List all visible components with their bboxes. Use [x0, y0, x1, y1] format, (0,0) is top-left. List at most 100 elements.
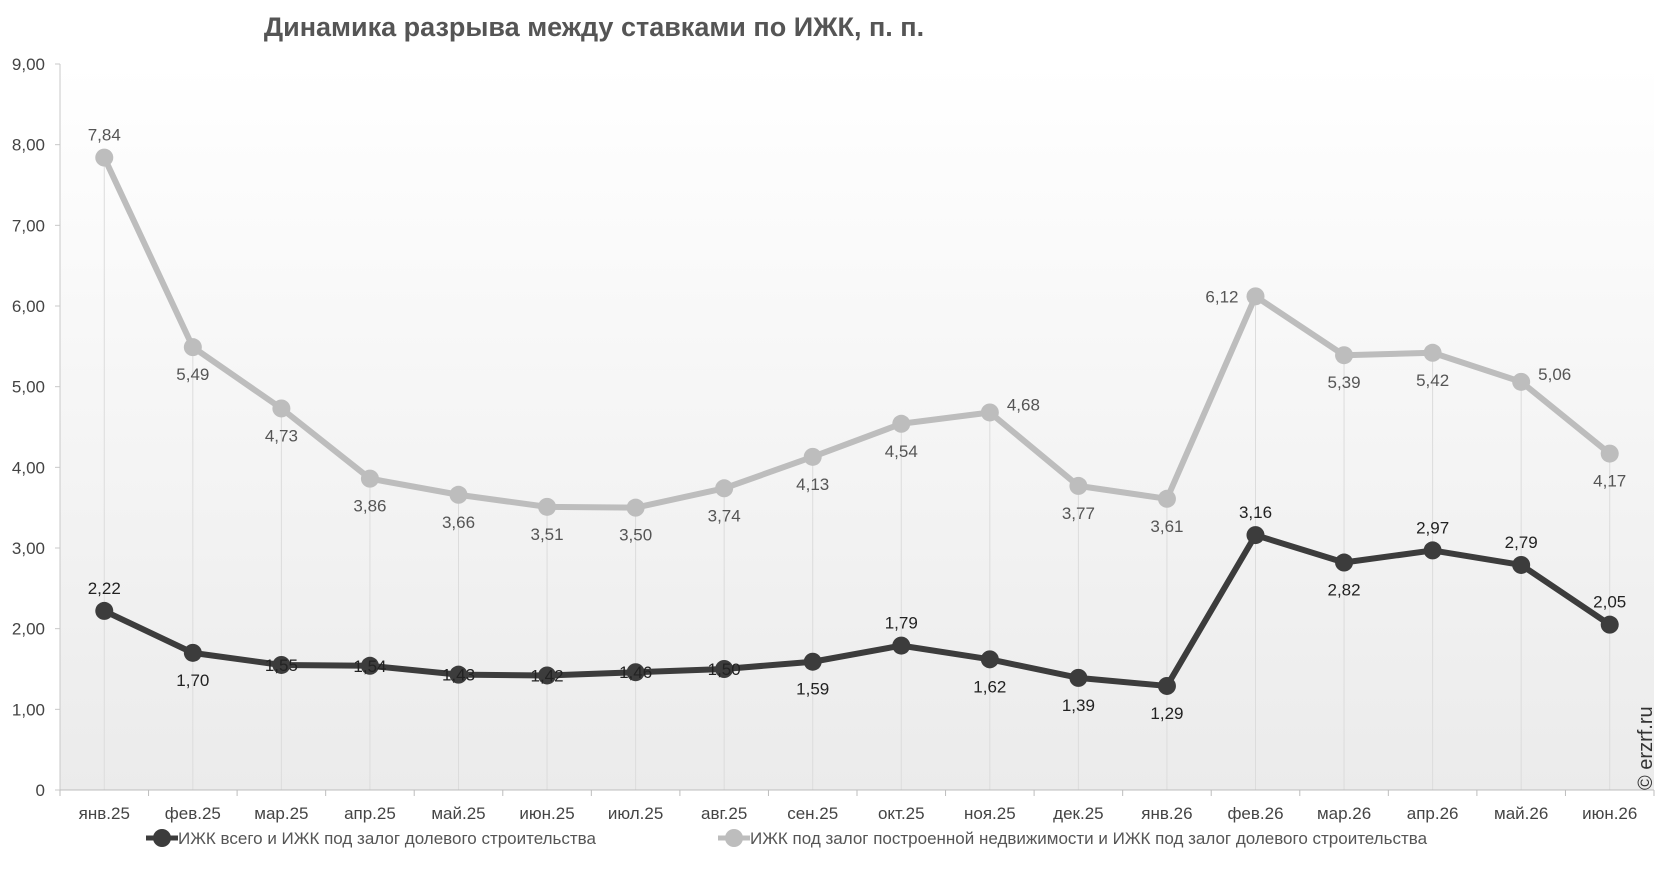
series-line-2: [101, 156, 1612, 511]
data-label: 6,12: [1205, 287, 1238, 306]
data-point: [1335, 553, 1354, 572]
data-label: 1,50: [708, 660, 741, 679]
data-point: [1600, 444, 1619, 463]
data-label: 3,61: [1150, 517, 1183, 536]
data-label: 4,73: [265, 426, 298, 445]
data-label: 1,70: [176, 671, 209, 690]
data-label: 1,43: [442, 666, 475, 685]
data-label: 5,06: [1538, 365, 1571, 384]
data-point: [360, 469, 379, 488]
data-point: [980, 403, 999, 422]
data-label: 7,84: [88, 126, 121, 145]
data-point: [1512, 372, 1531, 391]
data-label: 4,54: [885, 442, 918, 461]
data-label: 1,59: [796, 680, 829, 699]
x-tick-label: май.26: [1494, 804, 1548, 823]
data-point: [449, 665, 468, 684]
data-label: 2,79: [1505, 533, 1538, 552]
legend: ИЖК всего и ИЖК под залог долевого строи…: [146, 829, 1428, 848]
data-point: [1423, 343, 1442, 362]
data-labels: 2,22 1,70 1,55 1,54 1,43 1,42 1,46 1,50 1,59 1,79…: [88, 126, 1627, 723]
data-point: [1157, 489, 1176, 508]
data-point: [183, 338, 202, 357]
data-point: [1246, 526, 1265, 545]
x-tick-label: июн.26: [1582, 804, 1637, 823]
x-tick-label: авг.25: [701, 804, 747, 823]
data-point: [1069, 668, 1088, 687]
data-point: [803, 652, 822, 671]
y-tick-label: 5,00: [12, 378, 45, 397]
data-point: [626, 498, 645, 517]
data-point: [715, 479, 734, 498]
data-point: [538, 497, 557, 516]
data-point: [272, 655, 291, 674]
data-label: 3,50: [619, 526, 652, 545]
x-tick-label: июл.25: [608, 804, 663, 823]
x-tick-label: янв.25: [79, 804, 130, 823]
data-label: 2,97: [1416, 518, 1449, 537]
series-layer: [95, 148, 1619, 695]
legend-label: ИЖК всего и ИЖК под залог долевого строи…: [178, 829, 597, 848]
data-point: [1246, 287, 1265, 306]
data-point: [95, 601, 114, 620]
data-label: 1,62: [973, 677, 1006, 696]
x-tick-label: май.25: [431, 804, 485, 823]
y-tick-label: 6,00: [12, 297, 45, 316]
y-tick-label: 4,00: [12, 458, 45, 477]
data-label: 1,79: [885, 614, 918, 633]
data-label: 4,68: [1007, 395, 1040, 414]
y-tick-label: 9,00: [12, 55, 45, 74]
x-tick-label: ноя.25: [964, 804, 1016, 823]
x-tick-label: дек.25: [1053, 804, 1103, 823]
data-point: [803, 447, 822, 466]
data-label: 1,39: [1062, 696, 1095, 715]
y-tick-label: 2,00: [12, 620, 45, 639]
data-label: 3,74: [708, 506, 741, 525]
data-point: [272, 399, 291, 418]
chart-title: Динамика разрыва между ставками по ИЖК, …: [264, 12, 924, 42]
data-point: [1600, 615, 1619, 634]
data-point: [1069, 476, 1088, 495]
legend-swatch-marker: [153, 829, 171, 847]
y-tick-label: 8,00: [12, 136, 45, 155]
data-point: [449, 485, 468, 504]
data-label: 3,86: [353, 497, 386, 516]
x-axis-ticks: янв.25 фев.25 мар.25 апр.25 май.25 июн.25 июл.…: [59, 790, 1655, 823]
data-label: 5,39: [1328, 373, 1361, 392]
data-point: [892, 414, 911, 433]
data-point: [1423, 541, 1442, 560]
data-label: 2,22: [88, 579, 121, 598]
data-label: 1,55: [265, 656, 298, 675]
data-label: 1,42: [531, 666, 564, 685]
y-tick-label: 3,00: [12, 539, 45, 558]
x-tick-label: сен.25: [787, 804, 838, 823]
data-label: 4,13: [796, 475, 829, 494]
y-tick-label: 0: [36, 781, 45, 800]
y-axis-ticks: 0 1,00 2,00 3,00 4,00 5,00 6,00 7,00 8,00 9,00: [12, 55, 60, 800]
data-point: [538, 666, 557, 685]
data-label: 2,82: [1328, 581, 1361, 600]
x-tick-label: мар.26: [1317, 804, 1371, 823]
legend-swatch-marker: [725, 829, 743, 847]
data-label: 1,54: [353, 657, 386, 676]
data-point: [1157, 676, 1176, 695]
y-tick-label: 1,00: [12, 700, 45, 719]
plot-area: [60, 64, 1654, 790]
data-point: [95, 148, 114, 167]
data-label: 5,49: [176, 365, 209, 384]
data-point: [980, 650, 999, 669]
x-tick-label: окт.25: [878, 804, 925, 823]
data-label: 3,77: [1062, 504, 1095, 523]
x-tick-label: апр.25: [344, 804, 396, 823]
y-tick-label: 7,00: [12, 216, 45, 235]
data-point: [360, 656, 379, 675]
x-tick-label: июн.25: [519, 804, 574, 823]
data-label: 3,51: [531, 525, 564, 544]
data-point: [626, 663, 645, 682]
data-label: 4,17: [1593, 472, 1626, 491]
data-label: 1,29: [1150, 704, 1183, 723]
x-tick-label: фев.25: [165, 804, 221, 823]
x-tick-label: апр.26: [1407, 804, 1459, 823]
data-label: 3,16: [1239, 503, 1272, 522]
